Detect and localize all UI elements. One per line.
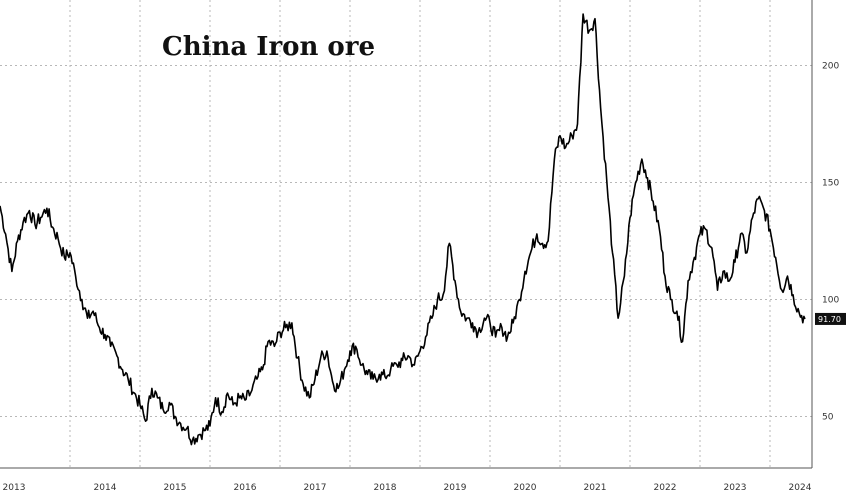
y-tick-label: 150 — [822, 179, 839, 189]
grid — [0, 0, 813, 469]
x-tick-label: 2020 — [514, 483, 537, 493]
last-value-marker: 91.70 — [815, 312, 846, 325]
y-tick-label: 200 — [822, 62, 839, 72]
x-tick-label: 2023 — [724, 483, 747, 493]
last-value-label: 91.70 — [818, 315, 841, 324]
x-axis-ticks: 2013 2014 2015 2016 2017 2018 2019 2020 2021 2022… — [3, 483, 812, 493]
x-tick-label: 2022 — [654, 483, 677, 493]
x-tick-label: 2015 — [164, 483, 187, 493]
last-value-badge — [815, 312, 846, 325]
x-tick-label: 2016 — [234, 483, 257, 493]
x-tick-label: 2024 — [789, 483, 812, 493]
y-tick-label: 100 — [822, 296, 839, 306]
chart-title: China Iron ore — [162, 32, 375, 62]
x-tick-label: 2018 — [374, 483, 397, 493]
x-tick-label: 2013 — [3, 483, 26, 493]
iron-ore-price-line — [0, 13, 806, 446]
y-tick-label: 50 — [822, 413, 834, 423]
x-tick-label: 2017 — [304, 483, 327, 493]
x-tick-label: 2019 — [444, 483, 467, 493]
x-tick-label: 2021 — [584, 483, 607, 493]
y-axis-ticks: 50 100 150 200 — [822, 62, 839, 423]
x-tick-label: 2014 — [94, 483, 117, 493]
